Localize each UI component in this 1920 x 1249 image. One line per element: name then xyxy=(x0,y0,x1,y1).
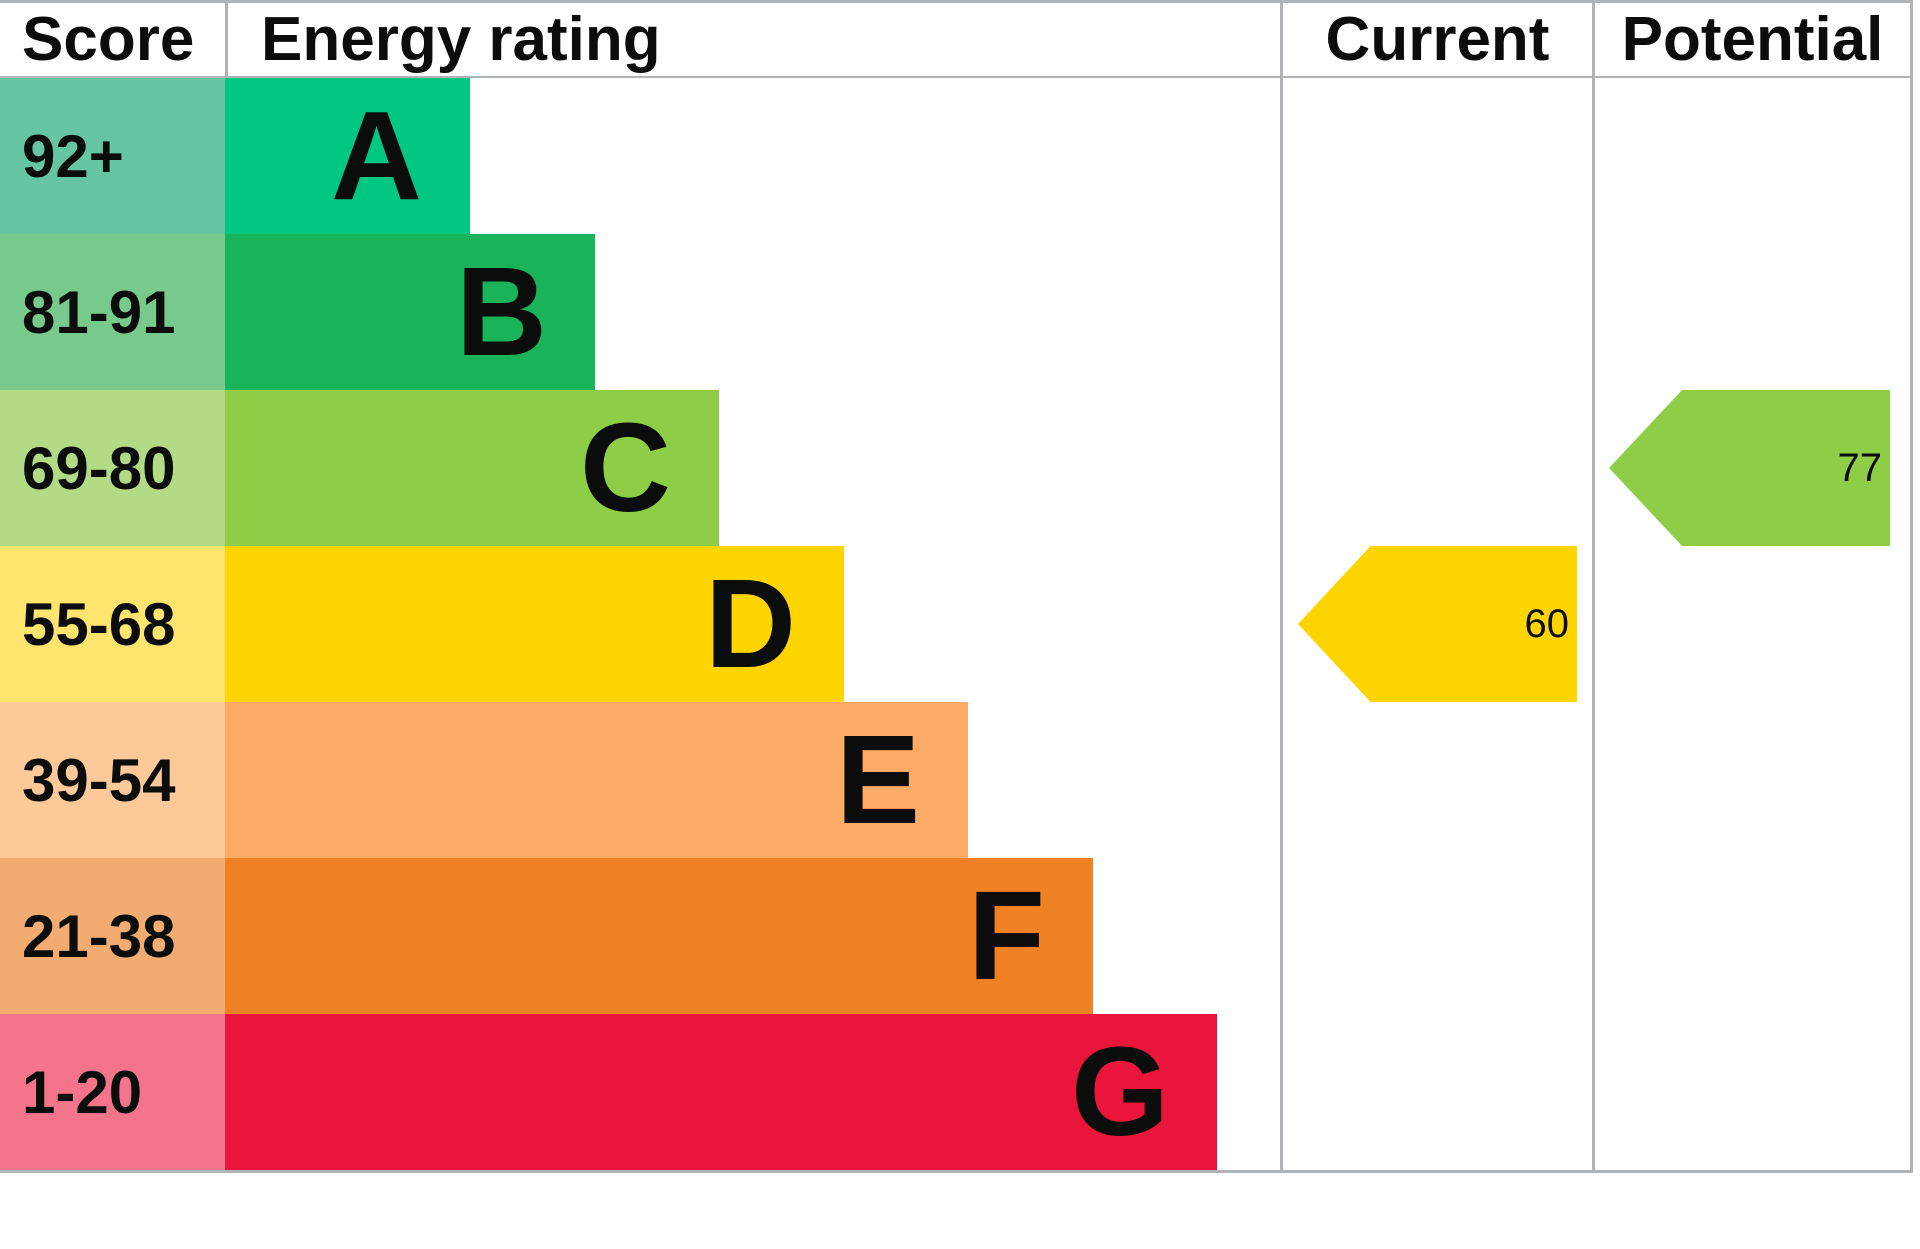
score-range-g: 1-20 xyxy=(0,1014,225,1170)
score-range-d: 55-68 xyxy=(0,546,225,702)
current-rating-arrow: 60 xyxy=(1298,546,1577,702)
energy-rating-header: Energy rating xyxy=(261,5,661,74)
band-letter-d: D xyxy=(705,553,796,694)
table-right-border xyxy=(1910,0,1913,1173)
band-row-a: 92+ A xyxy=(0,78,470,234)
potential-rating-value: 77 xyxy=(1837,446,1883,490)
score-header: Score xyxy=(22,5,195,74)
band-bar-a: A xyxy=(225,78,470,234)
band-bar-b: B xyxy=(225,234,595,390)
band-row-f: 21-38 F xyxy=(0,858,1093,1014)
score-column-divider xyxy=(225,3,228,76)
band-bar-g: G xyxy=(225,1014,1217,1170)
current-header: Current xyxy=(1325,5,1550,74)
current-column-divider xyxy=(1280,0,1283,1173)
header-bottom-divider xyxy=(0,76,1913,78)
score-range-b: 81-91 xyxy=(0,234,225,390)
band-letter-b: B xyxy=(456,241,547,382)
score-range-e: 39-54 xyxy=(0,702,225,858)
band-bar-c: C xyxy=(225,390,719,546)
table-bottom-border xyxy=(0,1170,1913,1173)
band-letter-g: G xyxy=(1070,1021,1169,1162)
band-row-g: 1-20 G xyxy=(0,1014,1217,1170)
band-bar-f: F xyxy=(225,858,1093,1014)
band-bar-d: D xyxy=(225,546,844,702)
current-rating-value: 60 xyxy=(1524,602,1570,646)
score-range-a: 92+ xyxy=(0,78,225,234)
band-letter-e: E xyxy=(835,709,920,850)
table-top-border xyxy=(0,0,1913,3)
band-row-c: 69-80 C xyxy=(0,390,719,546)
band-letter-a: A xyxy=(331,85,422,226)
band-letter-f: F xyxy=(968,865,1045,1006)
score-range-c: 69-80 xyxy=(0,390,225,546)
band-letter-c: C xyxy=(580,397,671,538)
potential-header: Potential xyxy=(1621,5,1884,74)
score-range-f: 21-38 xyxy=(0,858,225,1014)
band-row-b: 81-91 B xyxy=(0,234,595,390)
band-row-e: 39-54 E xyxy=(0,702,968,858)
band-bar-e: E xyxy=(225,702,968,858)
potential-column-divider xyxy=(1592,0,1595,1173)
potential-rating-arrow: 77 xyxy=(1609,390,1890,546)
band-row-d: 55-68 D xyxy=(0,546,844,702)
